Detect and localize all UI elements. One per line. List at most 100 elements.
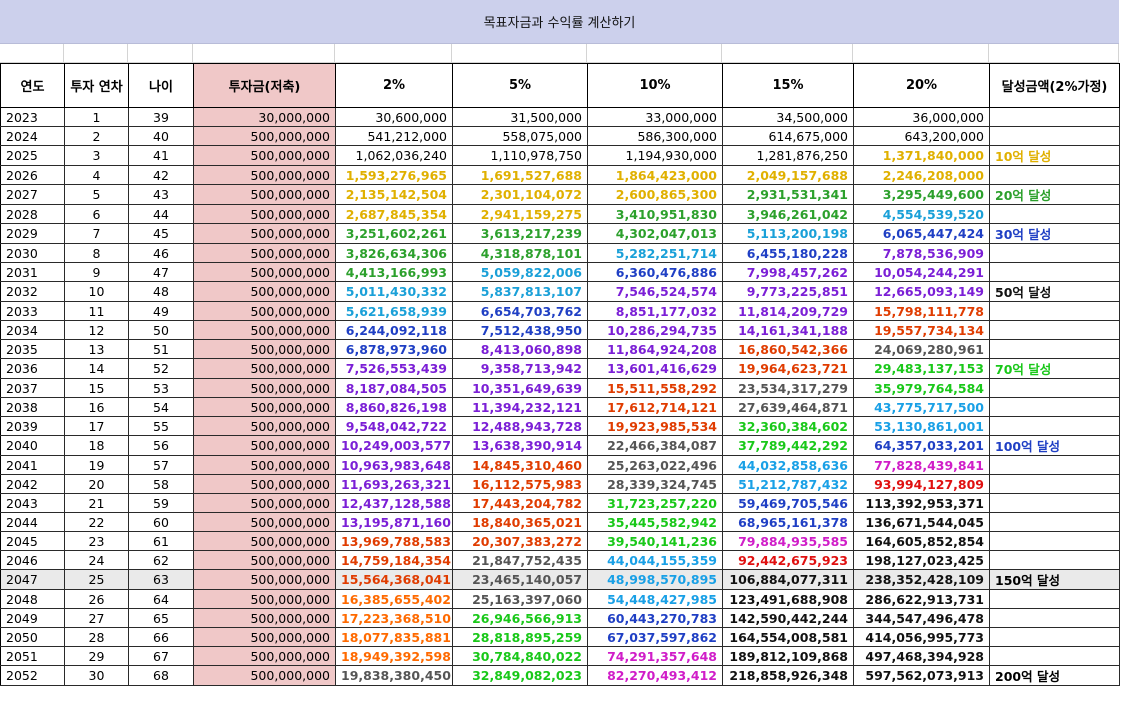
rate-20-cell[interactable]: 414,056,995,773	[853, 627, 990, 647]
year-cell[interactable]: 2049	[0, 608, 65, 628]
year-cell[interactable]: 2023	[0, 107, 65, 127]
year-cell[interactable]: 2052	[0, 665, 65, 686]
achievement-cell[interactable]	[989, 589, 1120, 609]
rate-10-cell[interactable]: 82,270,493,412	[587, 665, 723, 686]
investment-cell[interactable]: 500,000,000	[193, 569, 336, 590]
rate-20-cell[interactable]: 497,468,394,928	[853, 646, 990, 666]
rate-20-cell[interactable]: 19,557,734,134	[853, 320, 990, 340]
investment-cell[interactable]: 500,000,000	[193, 416, 336, 436]
header-age[interactable]: 나이	[128, 63, 194, 108]
age-cell[interactable]: 48	[128, 281, 194, 302]
year-cell[interactable]: 2030	[0, 243, 65, 263]
achievement-cell[interactable]	[989, 416, 1120, 436]
rate-5-cell[interactable]: 14,845,310,460	[452, 455, 588, 475]
achievement-cell[interactable]	[989, 262, 1120, 282]
age-cell[interactable]: 39	[128, 107, 194, 127]
invest-year-cell[interactable]: 25	[64, 569, 129, 590]
age-cell[interactable]: 51	[128, 339, 194, 359]
achievement-cell[interactable]	[989, 493, 1120, 513]
blank-cell[interactable]	[0, 44, 64, 63]
rate-2-cell[interactable]: 11,693,263,321	[335, 474, 453, 494]
invest-year-cell[interactable]: 13	[64, 339, 129, 359]
achievement-cell[interactable]	[989, 627, 1120, 647]
achievement-cell[interactable]: 150억 달성	[989, 569, 1120, 590]
age-cell[interactable]: 68	[128, 665, 194, 686]
rate-2-cell[interactable]: 7,526,553,439	[335, 358, 453, 379]
year-cell[interactable]: 2024	[0, 126, 65, 146]
rate-15-cell[interactable]: 68,965,161,378	[722, 512, 854, 532]
investment-cell[interactable]: 500,000,000	[193, 512, 336, 532]
rate-15-cell[interactable]: 34,500,000	[722, 107, 854, 127]
rate-15-cell[interactable]: 32,360,384,602	[722, 416, 854, 436]
rate-2-cell[interactable]: 541,212,000	[335, 126, 453, 146]
achievement-cell[interactable]	[989, 320, 1120, 340]
rate-20-cell[interactable]: 53,130,861,001	[853, 416, 990, 436]
year-cell[interactable]: 2048	[0, 589, 65, 609]
header-invest-year[interactable]: 투자 연차	[64, 63, 129, 108]
rate-20-cell[interactable]: 344,547,496,478	[853, 608, 990, 628]
rate-10-cell[interactable]: 8,851,177,032	[587, 301, 723, 321]
rate-5-cell[interactable]: 32,849,082,023	[452, 665, 588, 686]
rate-5-cell[interactable]: 3,613,217,239	[452, 223, 588, 244]
rate-20-cell[interactable]: 198,127,023,425	[853, 550, 990, 570]
achievement-cell[interactable]	[989, 126, 1120, 146]
age-cell[interactable]: 52	[128, 358, 194, 379]
header-investment[interactable]: 투자금(저축)	[193, 63, 336, 108]
age-cell[interactable]: 59	[128, 493, 194, 513]
year-cell[interactable]: 2045	[0, 531, 65, 551]
invest-year-cell[interactable]: 30	[64, 665, 129, 686]
rate-15-cell[interactable]: 142,590,442,244	[722, 608, 854, 628]
rate-15-cell[interactable]: 164,554,008,581	[722, 627, 854, 647]
blank-cell[interactable]	[587, 44, 722, 63]
age-cell[interactable]: 63	[128, 569, 194, 590]
age-cell[interactable]: 44	[128, 204, 194, 224]
rate-5-cell[interactable]: 21,847,752,435	[452, 550, 588, 570]
rate-15-cell[interactable]: 7,998,457,262	[722, 262, 854, 282]
header-achievement[interactable]: 달성금액(2%가정)	[989, 63, 1120, 108]
achievement-cell[interactable]: 70억 달성	[989, 358, 1120, 379]
achievement-cell[interactable]: 100억 달성	[989, 435, 1120, 456]
rate-2-cell[interactable]: 13,195,871,160	[335, 512, 453, 532]
rate-5-cell[interactable]: 1,110,978,750	[452, 145, 588, 166]
rate-15-cell[interactable]: 218,858,926,348	[722, 665, 854, 686]
investment-cell[interactable]: 500,000,000	[193, 281, 336, 302]
rate-20-cell[interactable]: 29,483,137,153	[853, 358, 990, 379]
achievement-cell[interactable]: 20억 달성	[989, 184, 1120, 205]
invest-year-cell[interactable]: 14	[64, 358, 129, 379]
rate-15-cell[interactable]: 106,884,077,311	[722, 569, 854, 590]
year-cell[interactable]: 2034	[0, 320, 65, 340]
age-cell[interactable]: 64	[128, 589, 194, 609]
rate-10-cell[interactable]: 17,612,714,121	[587, 397, 723, 417]
invest-year-cell[interactable]: 28	[64, 627, 129, 647]
invest-year-cell[interactable]: 15	[64, 378, 129, 398]
blank-cell[interactable]	[452, 44, 587, 63]
rate-10-cell[interactable]: 10,286,294,735	[587, 320, 723, 340]
rate-20-cell[interactable]: 24,069,280,961	[853, 339, 990, 359]
achievement-cell[interactable]	[989, 608, 1120, 628]
age-cell[interactable]: 56	[128, 435, 194, 456]
blank-cell[interactable]	[335, 44, 452, 63]
invest-year-cell[interactable]: 22	[64, 512, 129, 532]
rate-5-cell[interactable]: 28,818,895,259	[452, 627, 588, 647]
year-cell[interactable]: 2035	[0, 339, 65, 359]
blank-cell[interactable]	[722, 44, 853, 63]
rate-5-cell[interactable]: 18,840,365,021	[452, 512, 588, 532]
achievement-cell[interactable]	[989, 646, 1120, 666]
investment-cell[interactable]: 500,000,000	[193, 301, 336, 321]
investment-cell[interactable]: 500,000,000	[193, 455, 336, 475]
investment-cell[interactable]: 500,000,000	[193, 608, 336, 628]
rate-2-cell[interactable]: 18,077,835,881	[335, 627, 453, 647]
rate-15-cell[interactable]: 37,789,442,292	[722, 435, 854, 456]
rate-10-cell[interactable]: 67,037,597,862	[587, 627, 723, 647]
rate-2-cell[interactable]: 2,135,142,504	[335, 184, 453, 205]
rate-2-cell[interactable]: 15,564,368,041	[335, 569, 453, 590]
age-cell[interactable]: 43	[128, 184, 194, 205]
achievement-cell[interactable]	[989, 455, 1120, 475]
rate-5-cell[interactable]: 13,638,390,914	[452, 435, 588, 456]
rate-10-cell[interactable]: 54,448,427,985	[587, 589, 723, 609]
rate-20-cell[interactable]: 15,798,111,778	[853, 301, 990, 321]
header-year[interactable]: 연도	[0, 63, 65, 108]
rate-15-cell[interactable]: 23,534,317,279	[722, 378, 854, 398]
invest-year-cell[interactable]: 6	[64, 204, 129, 224]
rate-2-cell[interactable]: 2,687,845,354	[335, 204, 453, 224]
